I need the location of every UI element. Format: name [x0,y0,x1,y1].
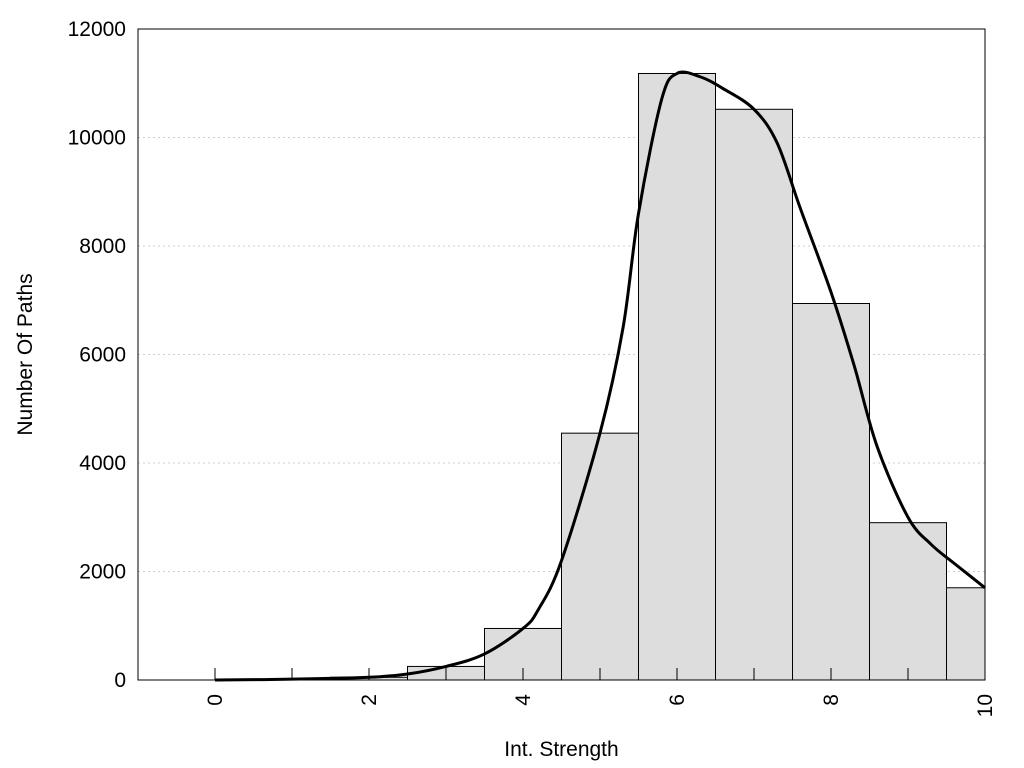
bars [330,72,986,681]
x-tick-label: 2 [358,694,381,706]
histogram-bar [792,303,870,681]
plot-frame [137,28,986,681]
density-curve [214,70,986,682]
y-tick-label: 10000 [68,127,126,150]
y-tick-label: 4000 [79,452,126,475]
x-axis-ticks: 0 2 4 6 8 10 [204,668,997,717]
y-axis-ticks: 0 2000 4000 6000 8000 10000 12000 [68,18,126,692]
y-tick-label: 6000 [79,344,126,367]
x-tick-label: 10 [974,694,997,717]
density-curve-line [214,70,986,682]
histogram-bar [561,432,639,681]
y-tick-label: 12000 [68,18,126,41]
x-tick-label: 8 [820,694,843,706]
y-tick-label: 2000 [79,561,126,584]
x-tick-label: 6 [666,694,689,706]
y-tick-label: 8000 [79,235,126,258]
x-tick-label: 4 [512,694,535,706]
histogram-bar [715,108,793,681]
x-axis-title: Int. Strength [504,738,618,761]
histogram-bar [869,522,947,681]
x-tick-label: 0 [204,694,227,706]
histogram-bar [946,587,986,681]
y-axis-title: Number Of Paths [14,273,37,435]
histogram-bar [638,72,716,681]
y-tick-label: 0 [114,669,126,692]
